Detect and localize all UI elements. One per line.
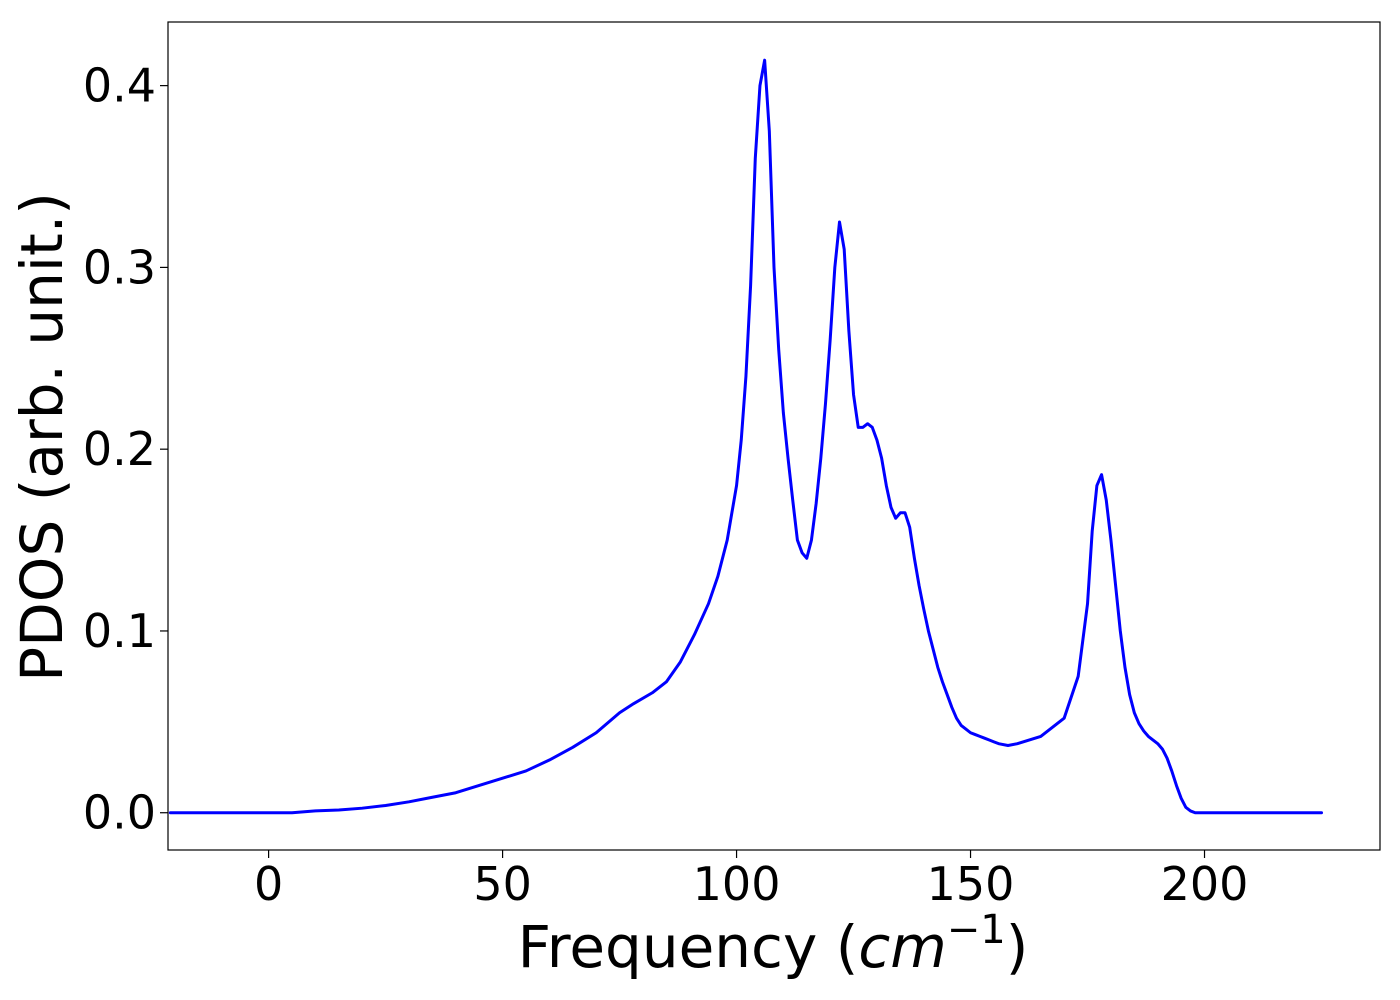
x-axis-title-suffix: ) bbox=[1006, 913, 1029, 981]
y-tick-label: 0.4 bbox=[83, 59, 156, 113]
x-axis-title-text: Frequency ( bbox=[518, 913, 859, 981]
y-tick-label: 0.2 bbox=[83, 422, 156, 476]
x-axis-title-exponent: −1 bbox=[947, 907, 1006, 953]
x-axis-title-unit: cm bbox=[858, 913, 946, 981]
plot-area bbox=[167, 21, 1381, 851]
plot-frame bbox=[167, 21, 1381, 851]
x-axis-ticks: 0 50 100 150 200 bbox=[254, 850, 1248, 911]
x-axis-title: Frequency (cm−1) bbox=[518, 907, 1029, 981]
y-tick-label: 0.0 bbox=[83, 786, 156, 840]
x-tick-label: 150 bbox=[927, 857, 1015, 911]
y-tick-label: 0.1 bbox=[83, 604, 156, 658]
y-axis-ticks: 0.0 0.1 0.2 0.3 0.4 bbox=[83, 59, 168, 840]
x-tick-label: 100 bbox=[693, 857, 781, 911]
x-tick-label: 200 bbox=[1161, 857, 1249, 911]
x-tick-label: 0 bbox=[254, 857, 283, 911]
x-tick-label: 50 bbox=[473, 857, 532, 911]
y-tick-label: 0.3 bbox=[83, 240, 156, 294]
series-line-0 bbox=[168, 58, 1324, 815]
y-axis-title: PDOS (arb. unit.) bbox=[8, 192, 76, 682]
